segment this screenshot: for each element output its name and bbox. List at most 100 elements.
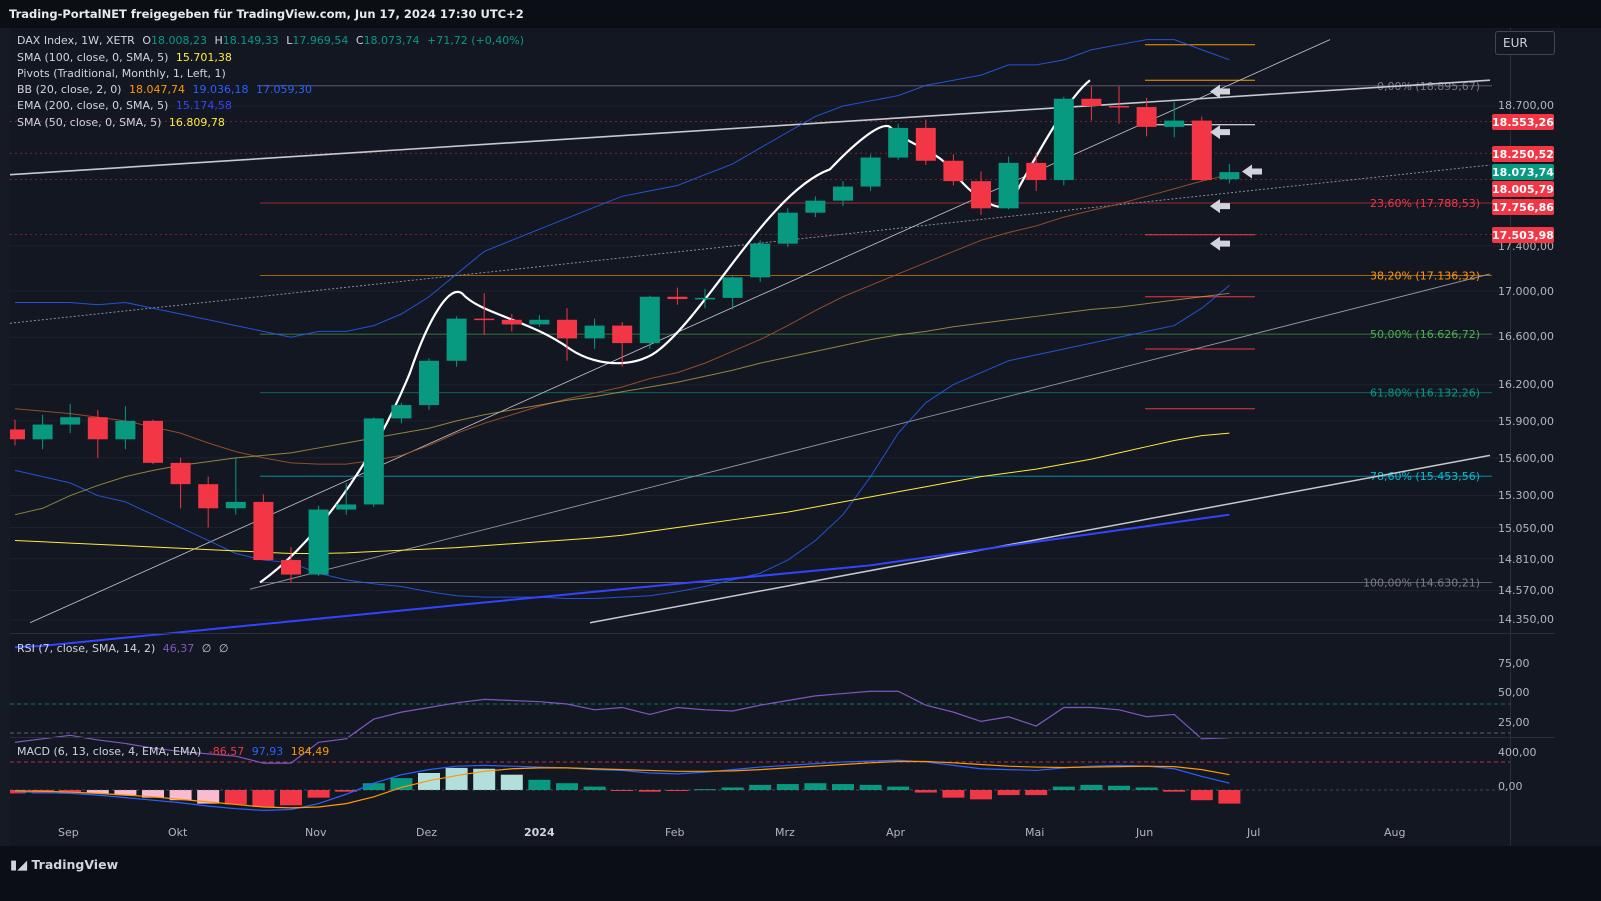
macd-signal-line bbox=[14, 760, 1230, 809]
trend-line-dotted bbox=[10, 164, 1491, 324]
bottom-bar: ▮◢ TradingView bbox=[0, 846, 1601, 901]
macd-hist-bar bbox=[1163, 790, 1186, 792]
legend-rsi[interactable]: RSI (7, close, SMA, 14, 2) 46,37 ∅ ∅ bbox=[17, 642, 232, 655]
arrow-left-icon bbox=[1210, 125, 1230, 140]
macd-hist-bar bbox=[1108, 785, 1130, 790]
bb-upper-line bbox=[15, 39, 1230, 338]
macd-hist-bar bbox=[804, 783, 827, 790]
y-tick: 15.600,00 bbox=[1498, 452, 1554, 465]
candle-body bbox=[612, 325, 633, 344]
top-bar: Trading-PortalNET freigegeben für Tradin… bbox=[0, 0, 1601, 28]
chart-title: Trading-PortalNET freigegeben für Tradin… bbox=[9, 7, 524, 21]
macd-hist-bar bbox=[86, 790, 109, 794]
x-tick: Aug bbox=[1384, 826, 1406, 839]
candle-body bbox=[391, 405, 412, 419]
legend-macd[interactable]: MACD (6, 13, close, 4, EMA, EMA) -86,57 … bbox=[17, 745, 333, 758]
rsi-tick: 75,00 bbox=[1498, 657, 1530, 670]
candle-body bbox=[1053, 98, 1074, 181]
sma50-line bbox=[14, 292, 1230, 516]
candle-body bbox=[860, 157, 881, 187]
legend-sma50[interactable]: SMA (50, close, 0, SMA, 5) 16.809,78 bbox=[17, 116, 229, 129]
legend-ema200[interactable]: EMA (200, close, 0, SMA, 5) 15.174,58 bbox=[17, 99, 236, 112]
tv-icon: ▮◢ bbox=[10, 858, 28, 873]
macd-hist-bar bbox=[942, 790, 965, 798]
chart-area[interactable]: 0,00% (18.895,67) 23,60% (17.788,53) 38,20… bbox=[10, 28, 1510, 846]
legend-c-label: C bbox=[355, 34, 364, 47]
legend-open: 18.008,23 bbox=[151, 34, 207, 47]
candle-body bbox=[529, 319, 550, 325]
fib-label: 100,00% (14.630,21) bbox=[1363, 576, 1480, 589]
price-label: 17.503,98 bbox=[1492, 227, 1554, 243]
legend-pivots[interactable]: Pivots (Traditional, Monthly, 1, Left, 1… bbox=[17, 67, 230, 80]
candle-body bbox=[336, 504, 357, 510]
macd-hist-bar bbox=[859, 784, 882, 790]
legend-close: 18.073,74 bbox=[363, 34, 420, 47]
y-tick: 14.350,00 bbox=[1498, 613, 1554, 626]
macd-hist-bar bbox=[611, 790, 634, 791]
rsi-tick: 50,00 bbox=[1498, 686, 1530, 699]
y-tick: 15.300,00 bbox=[1498, 489, 1554, 502]
legend-bb[interactable]: BB (20, close, 2, 0) 18.047,74 19.036,18… bbox=[17, 83, 316, 96]
price-label-current: 18.073,74 bbox=[1492, 164, 1554, 180]
candle-body bbox=[87, 417, 108, 440]
fib-label: 61,80% (16.132,26) bbox=[1370, 387, 1480, 400]
legend-sma50-value: 16.809,78 bbox=[168, 116, 225, 129]
legend-macd-hist: 184,49 bbox=[290, 745, 330, 758]
candle-body bbox=[695, 297, 715, 300]
legend-bb-name: BB (20, close, 2, 0) bbox=[17, 83, 122, 96]
x-tick: Mrz bbox=[775, 826, 795, 839]
legend-l-label: L bbox=[286, 34, 293, 47]
candle-body bbox=[308, 509, 329, 575]
tradingview-logo[interactable]: ▮◢ TradingView bbox=[10, 857, 118, 873]
legend-macd-signal: 97,93 bbox=[251, 745, 284, 758]
macd-hist-bar bbox=[887, 786, 910, 790]
x-tick: Jun bbox=[1136, 826, 1154, 839]
legend-sma100[interactable]: SMA (100, close, 0, SMA, 5) 15.701,38 bbox=[17, 51, 236, 64]
legend-rsi-name: RSI (7, close, SMA, 14, 2) bbox=[17, 642, 156, 655]
price-label: 18.005,79 bbox=[1492, 181, 1554, 197]
candle-body bbox=[888, 127, 909, 158]
candle-body bbox=[1081, 98, 1102, 106]
macd-hist-bar bbox=[335, 790, 358, 792]
macd-hist-bar bbox=[418, 773, 440, 790]
x-tick: Feb bbox=[665, 826, 685, 839]
x-tick: Okt bbox=[168, 826, 188, 839]
legend-rsi-value: 46,37 bbox=[162, 642, 195, 655]
arrow-left-icon bbox=[1242, 164, 1262, 179]
candle-body bbox=[281, 560, 301, 575]
pane-separator-macd[interactable] bbox=[10, 737, 1555, 738]
trend-line-lower bbox=[589, 454, 1491, 624]
candle-body bbox=[667, 296, 688, 300]
macd-hist-bar bbox=[473, 768, 496, 790]
price-label: 18.250,52 bbox=[1492, 146, 1554, 162]
pane-separator-rsi[interactable] bbox=[10, 633, 1555, 634]
y-tick: 15.900,00 bbox=[1498, 415, 1554, 428]
legend-sma100-name: SMA (100, close, 0, SMA, 5) bbox=[17, 51, 169, 64]
candle-body bbox=[1191, 120, 1212, 181]
legend-bb-lower: 17.059,30 bbox=[255, 83, 312, 96]
legend-h-label: H bbox=[214, 34, 223, 47]
macd-tick: 400,00 bbox=[1498, 746, 1537, 759]
currency-selector[interactable]: EUR bbox=[1495, 31, 1555, 55]
candle-body bbox=[225, 501, 246, 509]
brand-text: TradingView bbox=[31, 857, 119, 872]
macd-hist-bar bbox=[500, 774, 523, 790]
arrow-left-icon bbox=[1210, 199, 1230, 214]
candle-body bbox=[639, 296, 660, 344]
candle-body bbox=[253, 501, 274, 561]
macd-hist-bar bbox=[997, 790, 1020, 796]
legend-sma100-value: 15.701,38 bbox=[175, 51, 232, 64]
candle-body bbox=[998, 162, 1019, 209]
macd-hist-bar bbox=[528, 779, 551, 790]
x-tick: Dez bbox=[416, 826, 438, 839]
fib-label: 23,60% (17.788,53) bbox=[1370, 197, 1480, 210]
macd-hist-bar bbox=[832, 784, 854, 790]
legend-change: +71,72 (+0,40%) bbox=[427, 34, 524, 47]
candle-body bbox=[198, 484, 219, 509]
x-tick: Jul bbox=[1247, 826, 1261, 839]
legend-main[interactable]: DAX Index, 1W, XETR O18.008,23 H18.149,3… bbox=[17, 34, 528, 47]
arrow-left-icon bbox=[1210, 236, 1230, 251]
candle-body bbox=[60, 417, 81, 425]
chart-svg[interactable]: 0,00% (18.895,67)23,60% (17.788,53)38,20… bbox=[10, 28, 1510, 846]
legend-macd-name: MACD (6, 13, close, 4, EMA, EMA) bbox=[17, 745, 202, 758]
